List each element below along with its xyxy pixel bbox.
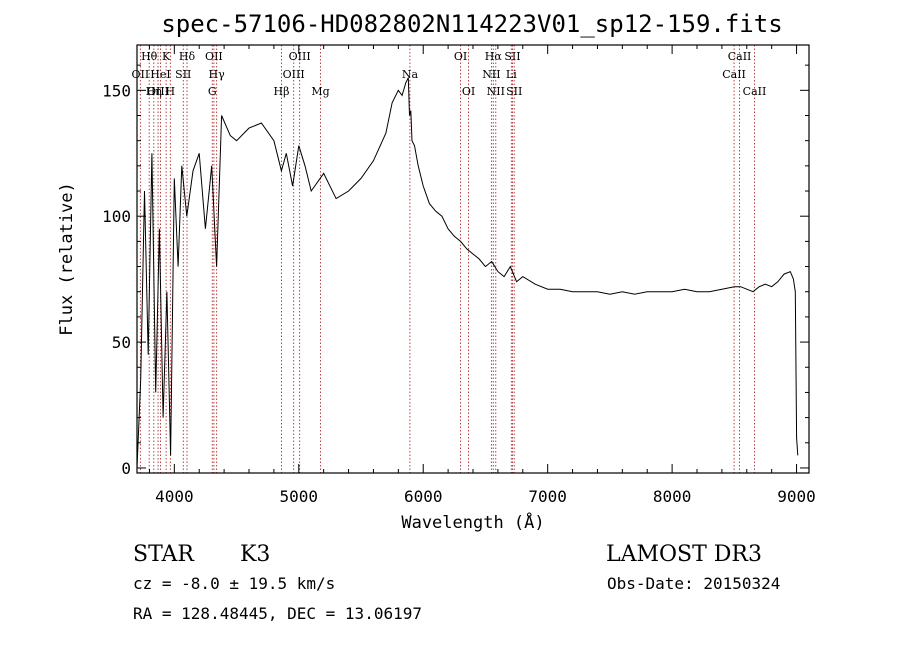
line-label-5: OI bbox=[454, 50, 467, 63]
line-label-13: OIII bbox=[283, 68, 305, 81]
line-label-0: Hθ bbox=[141, 50, 158, 63]
spectrum-trace bbox=[136, 77, 799, 469]
x-tick-label-6000: 6000 bbox=[404, 487, 443, 506]
chart-title: spec-57106-HD082802N114223V01_sp12-159.f… bbox=[161, 10, 782, 38]
line-label-11: SII bbox=[175, 68, 191, 81]
line-label-8: CaII bbox=[728, 50, 752, 63]
x-tick-label-4000: 4000 bbox=[155, 487, 194, 506]
observation-date: Obs-Date: 20150324 bbox=[607, 574, 780, 593]
line-label-22: Hβ bbox=[274, 85, 290, 98]
y-tick-label-100: 100 bbox=[102, 207, 131, 226]
line-label-2: Hδ bbox=[179, 50, 196, 63]
line-label-4: OIII bbox=[289, 50, 311, 63]
redshift-velocity: cz = -8.0 ± 19.5 km/s bbox=[133, 574, 335, 593]
x-axis-label: Wavelength (Å) bbox=[401, 511, 544, 533]
line-label-6: Hα bbox=[485, 50, 503, 63]
y-axis-label: Flux (relative) bbox=[57, 182, 77, 336]
line-label-16: Li bbox=[506, 68, 517, 81]
x-tick-label-8000: 8000 bbox=[653, 487, 692, 506]
line-label-1: K bbox=[162, 50, 171, 63]
y-tick-label-50: 50 bbox=[112, 333, 131, 352]
line-label-12: Hγ bbox=[209, 68, 226, 81]
line-label-7: SII bbox=[504, 50, 520, 63]
x-tick-label-5000: 5000 bbox=[280, 487, 319, 506]
line-label-27: CaII bbox=[743, 85, 767, 98]
line-label-26: SII bbox=[506, 85, 522, 98]
survey-name: LAMOST DR3 bbox=[606, 542, 762, 567]
line-label-20: H bbox=[166, 85, 176, 98]
line-label-24: OI bbox=[462, 85, 475, 98]
line-label-17: CaII bbox=[722, 68, 746, 81]
line-label-19: Hη bbox=[146, 85, 162, 98]
line-label-18: OIII bbox=[147, 85, 169, 98]
line-label-9: OII bbox=[132, 68, 150, 81]
line-label-10: HeI bbox=[150, 68, 170, 81]
plot-frame bbox=[136, 44, 810, 474]
spectral-line-markers bbox=[139, 45, 755, 473]
line-label-25: NII bbox=[487, 85, 505, 98]
line-label-21: G bbox=[208, 85, 217, 98]
line-label-3: OII bbox=[205, 50, 223, 63]
line-label-23: Mg bbox=[311, 85, 329, 98]
x-tick-label-7000: 7000 bbox=[528, 487, 567, 506]
x-tick-label-9000: 9000 bbox=[777, 487, 816, 506]
object-class: STAR bbox=[133, 542, 195, 567]
y-tick-label-150: 150 bbox=[102, 81, 131, 100]
axis-ticks: 4000 5000 6000 7000 8000 9000 0 50 100 150 bbox=[102, 45, 816, 506]
object-subclass: K3 bbox=[240, 542, 270, 567]
line-label-14: Na bbox=[402, 68, 419, 81]
line-label-15: NII bbox=[482, 68, 500, 81]
coordinates: RA = 128.48445, DEC = 13.06197 bbox=[133, 604, 422, 623]
y-tick-label-0: 0 bbox=[121, 459, 131, 478]
